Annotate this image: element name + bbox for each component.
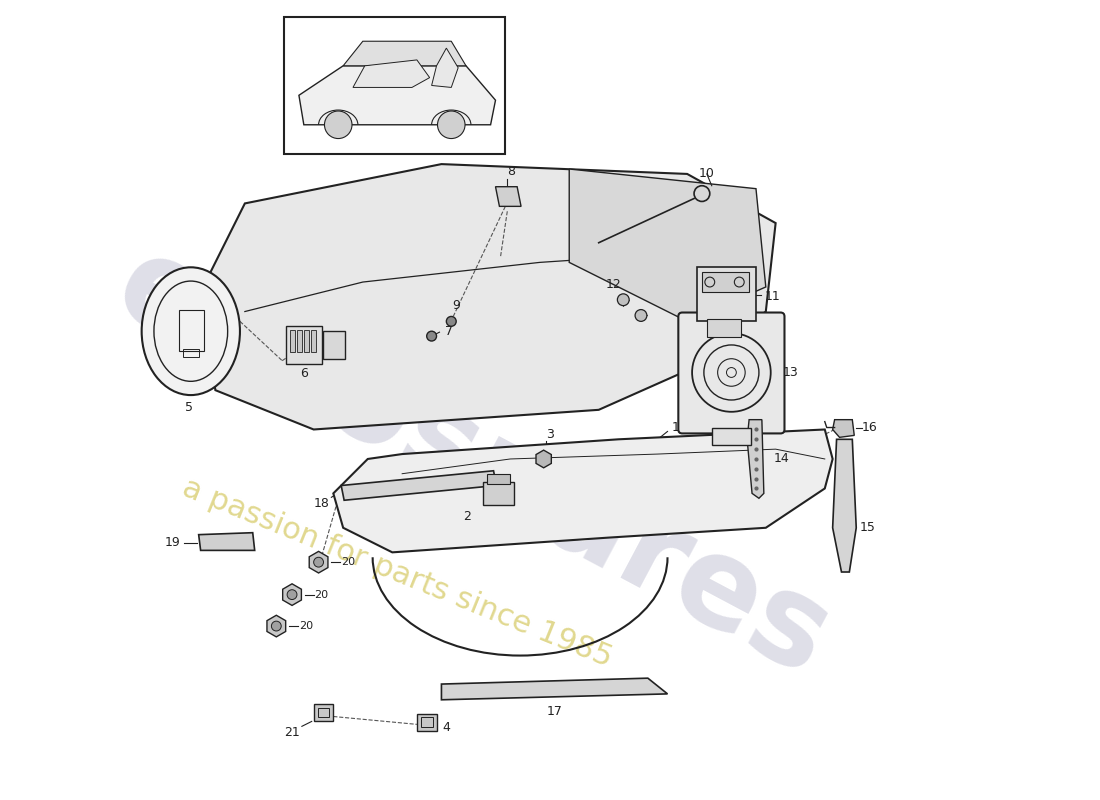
Text: 10: 10 <box>698 167 715 181</box>
Text: 20: 20 <box>299 621 312 631</box>
Text: eurospares: eurospares <box>96 224 850 702</box>
Text: 4: 4 <box>442 721 450 734</box>
Text: 13: 13 <box>782 366 799 379</box>
Circle shape <box>617 294 629 306</box>
Bar <box>183 349 199 357</box>
Bar <box>290 330 295 352</box>
Circle shape <box>438 111 465 138</box>
Bar <box>297 330 301 352</box>
Text: 6: 6 <box>300 367 308 380</box>
Text: 14: 14 <box>773 453 790 466</box>
Polygon shape <box>343 42 466 66</box>
Bar <box>702 272 749 292</box>
Polygon shape <box>833 439 856 572</box>
Polygon shape <box>199 533 255 550</box>
Text: 16: 16 <box>862 421 878 434</box>
Polygon shape <box>200 164 776 430</box>
Circle shape <box>447 317 456 326</box>
Text: 17: 17 <box>547 705 562 718</box>
Circle shape <box>272 621 282 631</box>
Bar <box>314 704 333 722</box>
Text: 1: 1 <box>671 421 680 434</box>
Bar <box>707 319 741 337</box>
Polygon shape <box>299 66 495 125</box>
Text: 2: 2 <box>463 510 471 523</box>
Bar <box>318 708 329 718</box>
Text: 20: 20 <box>315 590 329 600</box>
Text: 12: 12 <box>606 278 621 291</box>
Polygon shape <box>495 186 521 206</box>
Bar <box>483 482 514 505</box>
Polygon shape <box>333 430 833 552</box>
Ellipse shape <box>142 267 240 395</box>
Bar <box>697 267 756 322</box>
Polygon shape <box>309 551 328 573</box>
Polygon shape <box>441 678 668 700</box>
Bar <box>712 427 751 446</box>
Bar <box>284 17 505 154</box>
Bar <box>179 310 204 351</box>
FancyBboxPatch shape <box>679 313 784 434</box>
Bar <box>417 714 437 731</box>
Polygon shape <box>353 60 430 87</box>
Circle shape <box>635 310 647 322</box>
Text: 9: 9 <box>452 299 460 312</box>
Polygon shape <box>747 420 763 498</box>
Text: a passion for parts since 1985: a passion for parts since 1985 <box>178 473 616 673</box>
Polygon shape <box>267 615 286 637</box>
Text: 3: 3 <box>546 428 553 441</box>
Bar <box>304 330 309 352</box>
Polygon shape <box>341 470 496 500</box>
Polygon shape <box>283 584 301 606</box>
Bar <box>486 474 510 483</box>
Circle shape <box>427 331 437 341</box>
Text: 8: 8 <box>507 166 515 178</box>
Bar <box>421 718 432 727</box>
Text: 19: 19 <box>164 536 180 549</box>
Text: 7: 7 <box>446 325 453 338</box>
Text: 5: 5 <box>185 402 192 414</box>
Text: 18: 18 <box>314 497 330 510</box>
Text: 15: 15 <box>860 522 876 534</box>
Polygon shape <box>536 450 551 468</box>
Bar <box>323 331 345 358</box>
Polygon shape <box>833 420 855 438</box>
Circle shape <box>324 111 352 138</box>
Polygon shape <box>431 48 459 87</box>
Text: 11: 11 <box>764 290 781 303</box>
Polygon shape <box>569 169 766 322</box>
Text: 21: 21 <box>284 726 300 738</box>
Text: 20: 20 <box>341 557 355 567</box>
Bar <box>286 326 321 364</box>
Circle shape <box>287 590 297 599</box>
Circle shape <box>314 558 323 567</box>
Bar <box>310 330 316 352</box>
